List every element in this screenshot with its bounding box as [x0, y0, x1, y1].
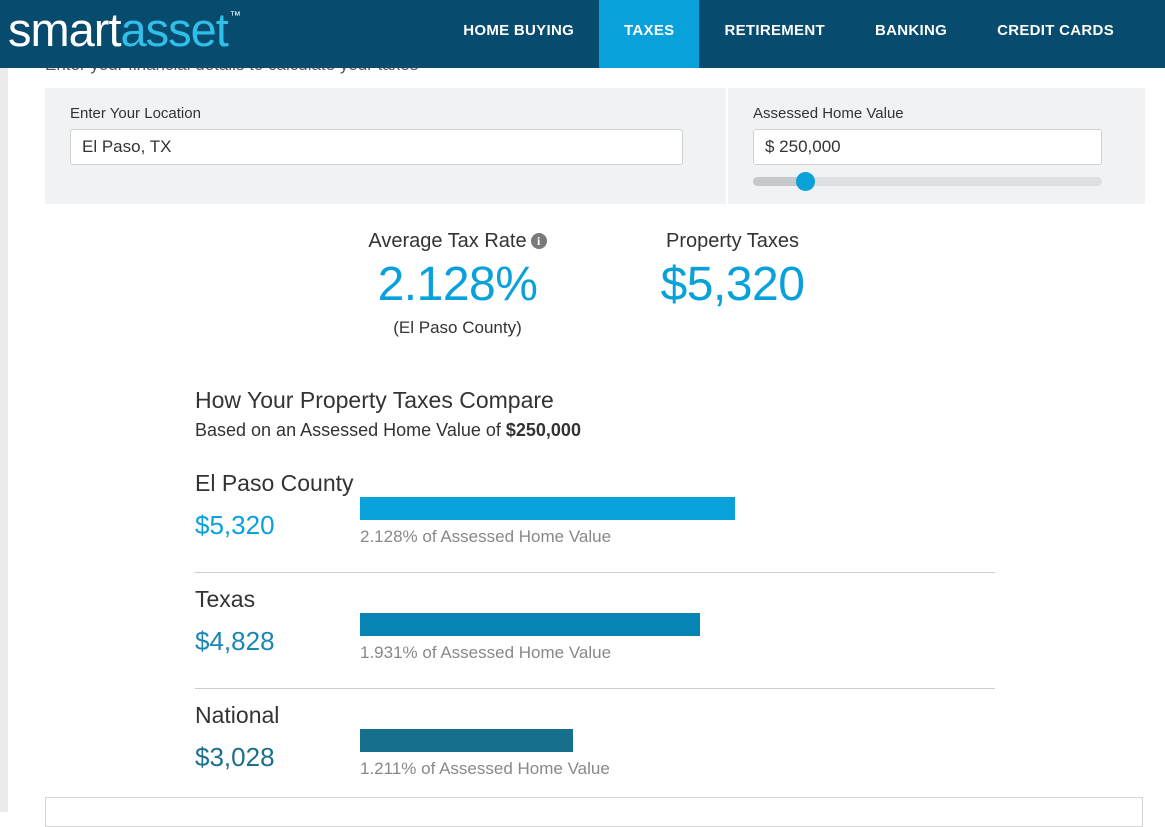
location-label: Enter Your Location	[70, 105, 201, 122]
average-tax-rate-value: 2.128%	[377, 258, 538, 311]
property-taxes-block: Property Taxes $5,320	[630, 228, 835, 315]
compare-row-note: 2.128% of Assessed Home Value	[360, 527, 612, 546]
nav-banking[interactable]: BANKING	[874, 22, 948, 39]
compare-row-note: 1.931% of Assessed Home Value	[360, 643, 612, 662]
row-divider	[195, 688, 995, 689]
home-value-panel: Assessed Home Value $ 250,000	[728, 88, 1145, 204]
compare-row-state: Texas $4,828 1.931% of Assessed Home Val…	[195, 585, 995, 701]
nav-home-buying[interactable]: HOME BUYING	[463, 22, 575, 39]
nav-credit-cards[interactable]: CREDIT CARDS	[997, 22, 1114, 39]
compare-row-bar	[360, 729, 573, 752]
logo-text-smart: smart	[8, 3, 121, 56]
home-value-slider[interactable]	[753, 172, 1102, 191]
page-left-gutter	[0, 0, 8, 812]
comparison-title: How Your Property Taxes Compare	[195, 387, 554, 413]
location-panel: Enter Your Location El Paso, TX	[45, 88, 726, 204]
location-input[interactable]: El Paso, TX	[70, 129, 683, 165]
home-value-input[interactable]: $ 250,000	[753, 129, 1102, 165]
smartasset-logo[interactable]: smartasset ™	[8, 0, 241, 64]
compare-row-note: 1.211% of Assessed Home Value	[360, 759, 610, 778]
property-taxes-label: Property Taxes	[665, 230, 800, 252]
info-icon[interactable]: i	[530, 233, 547, 249]
row-divider	[195, 572, 995, 573]
average-tax-rate-county: (El Paso County)	[393, 318, 522, 337]
average-tax-rate-block: Average Tax Rate i 2.128% (El Paso County…	[350, 228, 565, 339]
slider-handle[interactable]	[796, 172, 816, 191]
slider-fill	[753, 177, 806, 186]
average-tax-rate-heading: Average Tax Rate i	[350, 228, 565, 254]
compare-row-name: National	[195, 702, 280, 728]
nav-retirement[interactable]: RETIREMENT	[724, 22, 825, 39]
logo-text-asset: asset	[120, 3, 229, 56]
comparison-header: How Your Property Taxes Compare Based on…	[195, 386, 995, 441]
compare-row-county: El Paso County $5,320 2.128% of Assessed…	[195, 469, 995, 585]
main-nav: HOME BUYING TAXES RETIREMENT BANKING CRE…	[438, 0, 1165, 68]
compare-row-amount: $3,028	[195, 742, 275, 772]
compare-row-national: National $3,028 1.211% of Assessed Home …	[195, 701, 995, 817]
compare-row-bar	[360, 497, 735, 520]
site-header: smartasset ™ HOME BUYING TAXES RETIREMENT…	[0, 0, 1165, 68]
comparison-subtitle-value: $250,000	[505, 420, 581, 440]
logo-trademark: ™	[229, 10, 241, 22]
compare-row-name: El Paso County	[195, 470, 354, 496]
comparison-subtitle-prefix: Based on an Assessed Home Value of	[195, 420, 506, 440]
nav-taxes[interactable]: TAXES	[599, 0, 700, 68]
compare-row-amount: $5,320	[195, 510, 275, 540]
property-taxes-value: $5,320	[660, 258, 805, 311]
compare-row-amount: $4,828	[195, 626, 275, 656]
compare-row-bar	[360, 613, 700, 636]
average-tax-rate-label: Average Tax Rate	[368, 230, 527, 252]
home-value-label: Assessed Home Value	[753, 105, 904, 122]
next-section-box	[45, 797, 1143, 827]
compare-row-name: Texas	[195, 586, 256, 612]
comparison-subtitle: Based on an Assessed Home Value of $250,…	[195, 419, 995, 441]
